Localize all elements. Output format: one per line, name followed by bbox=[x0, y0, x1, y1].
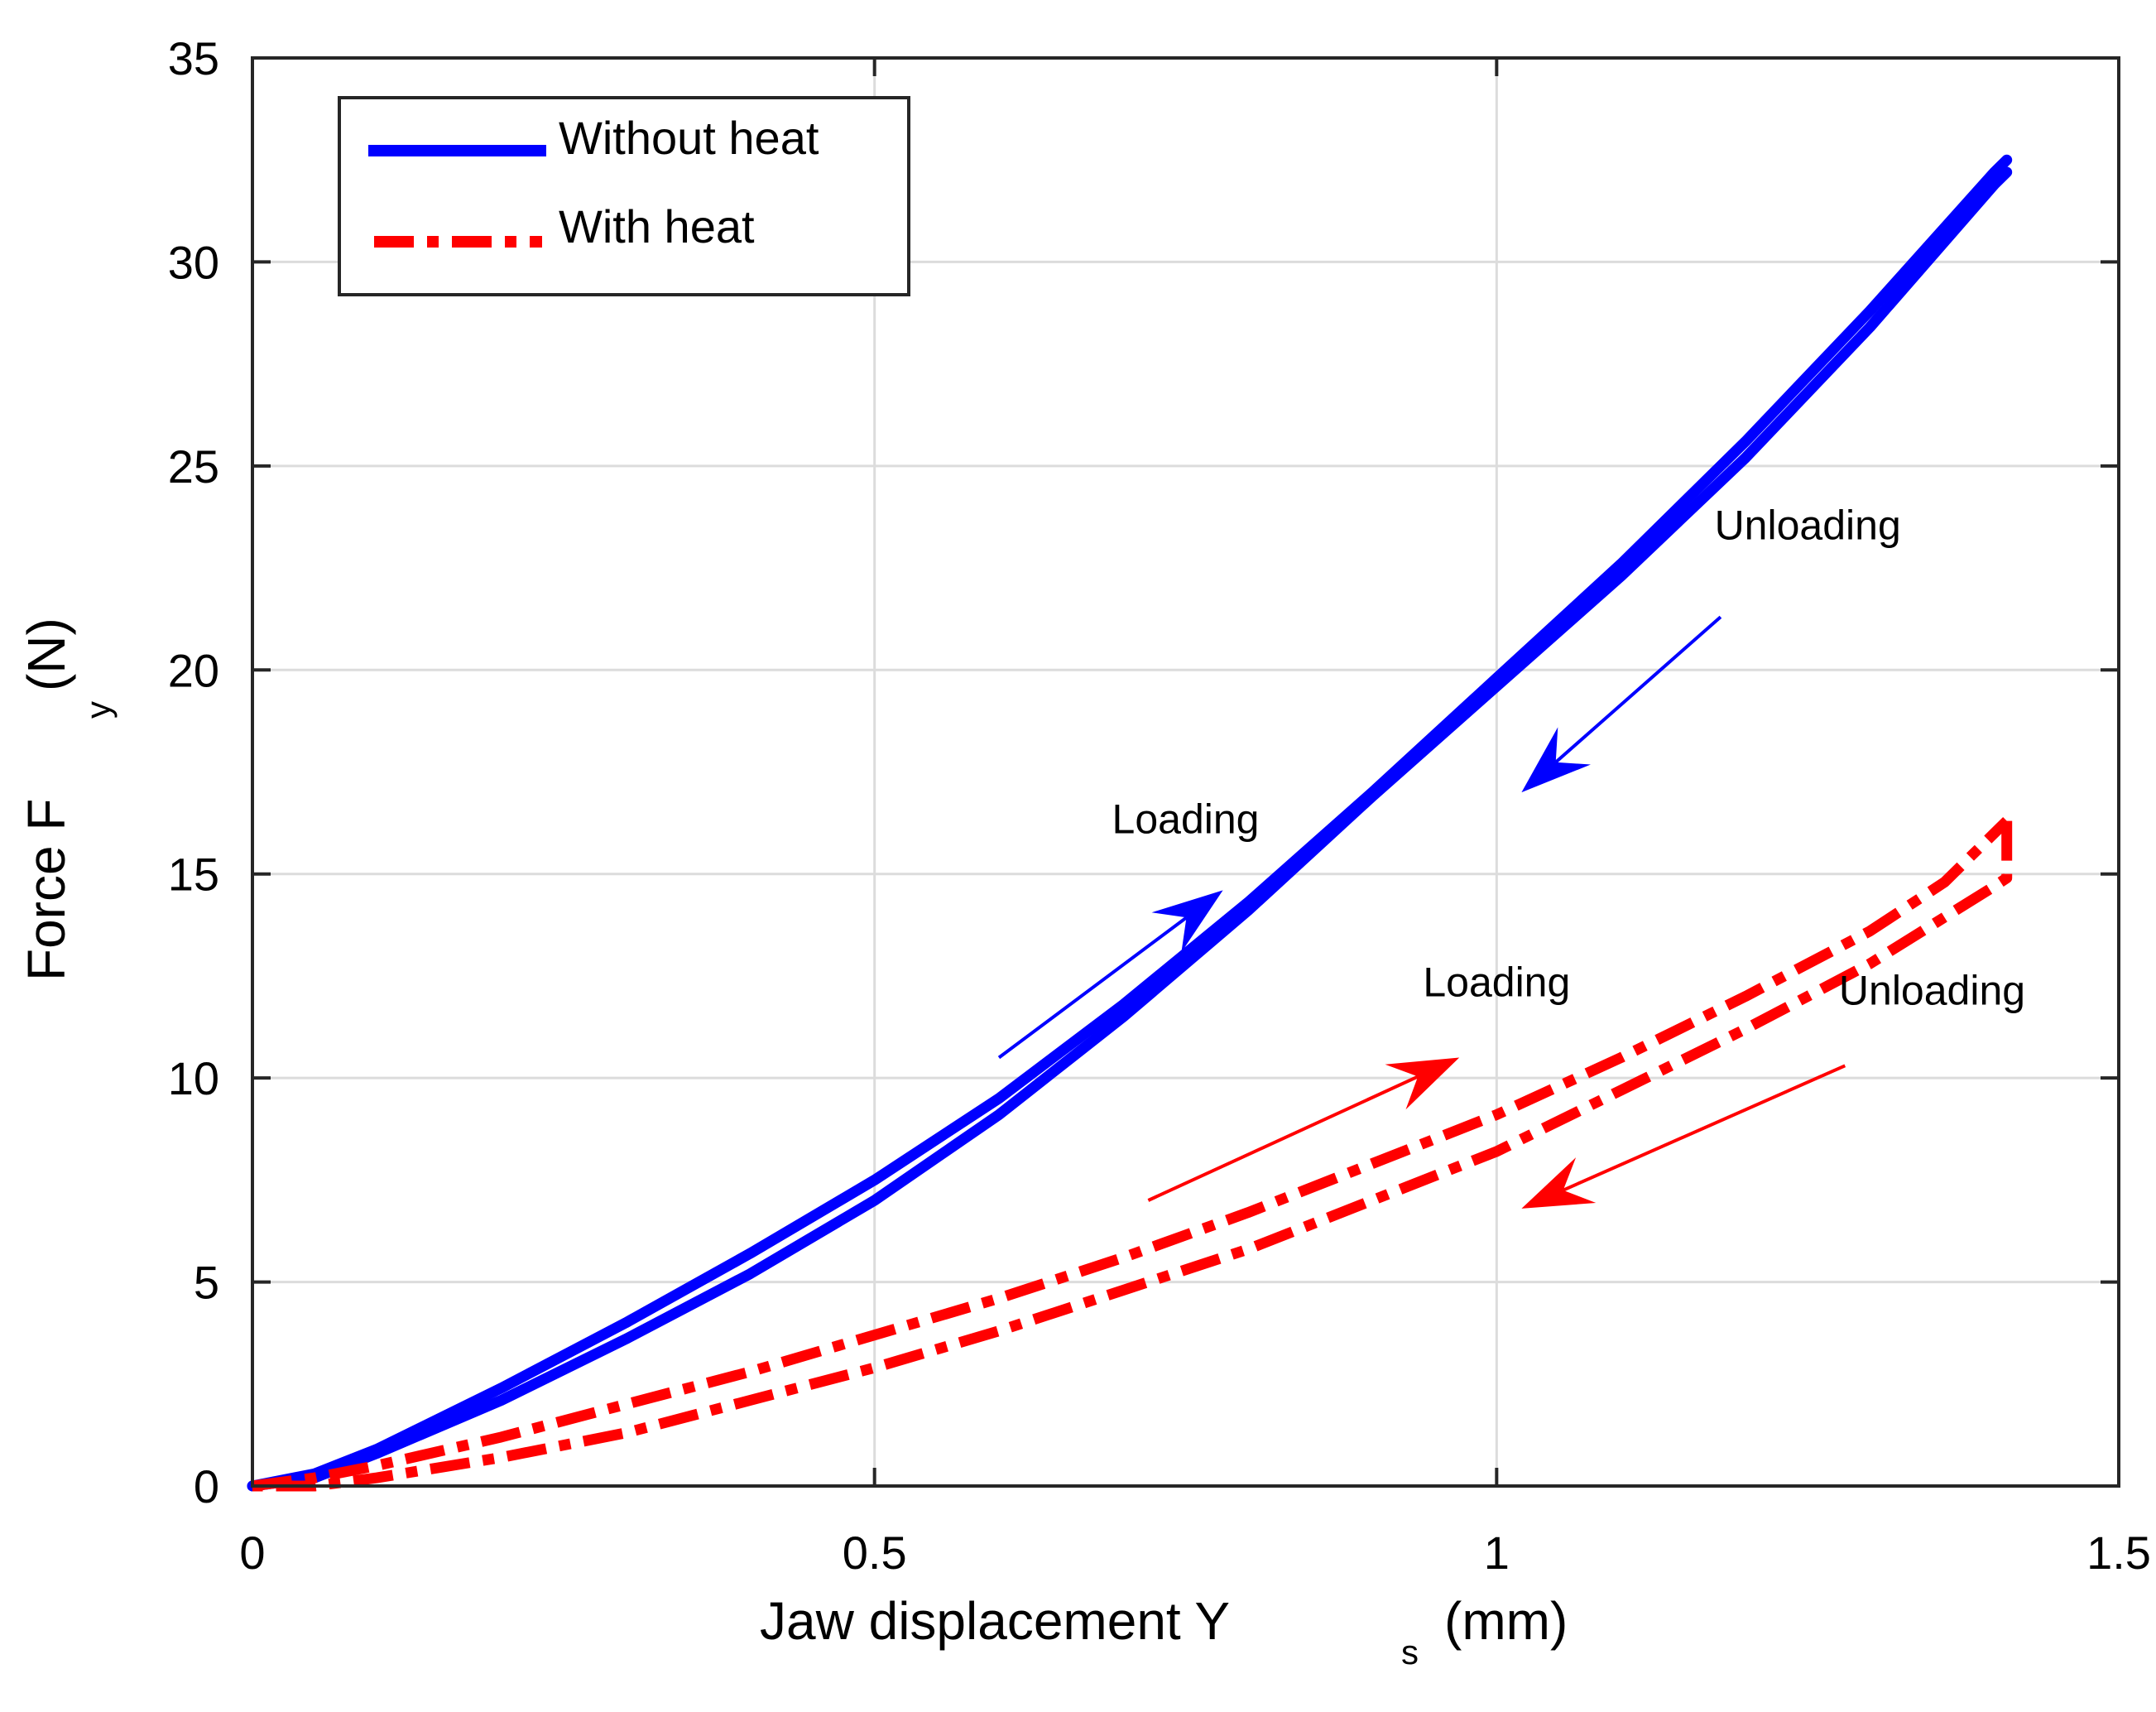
legend-box bbox=[338, 96, 910, 296]
x-axis-label-subscript: s bbox=[1401, 1633, 1419, 1671]
series-with-heat-loading bbox=[252, 816, 2011, 1492]
x-axis-label: Jaw displacement Y bbox=[760, 1591, 1230, 1651]
tick-layer: 0 0.5 1 1.5 0 5 10 15 20 25 30 35 bbox=[168, 32, 2151, 1579]
legend: Without heat With heat bbox=[338, 96, 910, 296]
x-tick-label: 0.5 bbox=[843, 1527, 907, 1579]
x-axis-label-unit: (mm) bbox=[1444, 1591, 1568, 1651]
y-tick-label: 5 bbox=[194, 1257, 219, 1309]
series-without-heat-loading bbox=[247, 154, 2013, 1492]
x-tick-label: 1.5 bbox=[2086, 1527, 2151, 1579]
y-tick-label: 20 bbox=[168, 644, 219, 696]
y-tick-label: 0 bbox=[194, 1460, 219, 1512]
y-axis-label-subscript: y bbox=[79, 701, 118, 719]
y-tick-label: 35 bbox=[168, 32, 219, 84]
y-tick-label: 10 bbox=[168, 1052, 219, 1104]
series-without-heat-unloading bbox=[247, 166, 2013, 1492]
series-layer bbox=[247, 154, 2013, 1492]
annotation-unloading-with-heat: Unloading bbox=[1839, 967, 2025, 1013]
arrow-head-without-heat bbox=[1151, 890, 1223, 953]
arrow-shaft-without-heat bbox=[997, 916, 1188, 1060]
legend-label-without-heat: Without heat bbox=[559, 112, 819, 164]
arrow-shaft-without-heat bbox=[1554, 615, 1722, 764]
legend-label-with-heat: With heat bbox=[559, 200, 755, 252]
y-tick-label: 25 bbox=[168, 440, 219, 493]
annotation-unloading-without-heat: Unloading bbox=[1715, 503, 1901, 549]
annotation-loading-without-heat: Loading bbox=[1112, 796, 1260, 842]
arrow-head-with-heat bbox=[1385, 1057, 1460, 1110]
y-tick-label: 30 bbox=[168, 236, 219, 288]
x-axis-label-main: Jaw displacement Y bbox=[760, 1591, 1230, 1651]
plot-frame bbox=[251, 56, 2120, 1488]
arrow-shaft-with-heat bbox=[1147, 1075, 1419, 1202]
y-axis-label-unit: (N) bbox=[17, 618, 76, 691]
annotation-loading-with-heat: Loading bbox=[1423, 959, 1570, 1006]
arrow-head-with-heat bbox=[1521, 1157, 1597, 1209]
y-tick-label: 15 bbox=[168, 849, 219, 901]
x-tick-label: 1 bbox=[1484, 1527, 1510, 1579]
arrow-shaft-with-heat bbox=[1562, 1064, 1846, 1192]
x-tick-label: 0 bbox=[239, 1527, 265, 1579]
arrow-layer bbox=[997, 615, 1846, 1209]
y-axis-label: Force F bbox=[17, 799, 76, 981]
series-with-heat-unloading bbox=[252, 820, 2013, 1492]
annotation-layer: Loading Unloading Loading Unloading bbox=[1112, 503, 2026, 1014]
arrow-head-without-heat bbox=[1521, 727, 1591, 793]
